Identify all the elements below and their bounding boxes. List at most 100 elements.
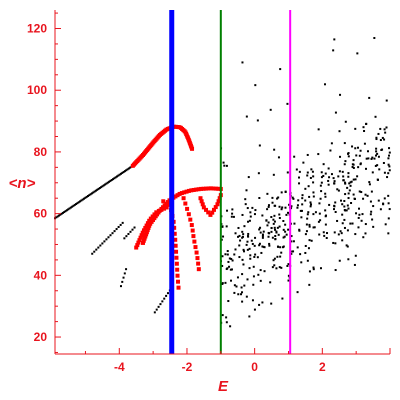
data-point — [256, 119, 259, 122]
data-point — [119, 285, 122, 288]
data-point — [362, 197, 365, 200]
data-point — [366, 150, 369, 153]
data-point — [184, 189, 189, 194]
data-point — [358, 154, 361, 157]
data-point — [121, 221, 124, 224]
data-point — [332, 177, 335, 180]
data-point — [157, 305, 160, 308]
data-point — [287, 211, 290, 214]
data-point — [387, 217, 390, 220]
data-point — [241, 258, 244, 261]
data-point — [109, 179, 112, 182]
data-point — [342, 179, 345, 182]
data-point — [354, 178, 357, 181]
data-point — [320, 181, 323, 184]
data-point — [318, 202, 321, 205]
data-point — [382, 202, 385, 205]
data-point — [306, 213, 309, 216]
data-point — [280, 208, 283, 211]
data-point — [317, 153, 320, 156]
data-point — [211, 207, 216, 212]
data-point — [308, 223, 311, 226]
data-point — [356, 175, 359, 178]
data-point — [110, 179, 113, 182]
data-point — [186, 188, 191, 193]
data-point — [246, 248, 249, 251]
data-point — [363, 130, 366, 133]
data-point — [154, 210, 159, 215]
data-point — [301, 203, 304, 206]
data-point — [161, 199, 166, 204]
data-point — [355, 212, 358, 215]
data-point — [343, 226, 346, 229]
data-point — [308, 270, 311, 273]
y-axis-label: <n> — [9, 175, 36, 192]
data-point — [230, 257, 233, 260]
data-point — [272, 218, 275, 221]
data-point — [224, 253, 227, 256]
data-point — [273, 264, 276, 267]
data-point — [221, 282, 224, 285]
data-point — [252, 275, 255, 278]
data-point — [377, 155, 380, 158]
data-point — [92, 191, 95, 194]
data-point — [349, 184, 352, 187]
data-point — [94, 189, 97, 192]
data-point — [308, 239, 311, 242]
data-point — [310, 203, 313, 206]
data-point — [131, 228, 134, 231]
data-point — [253, 213, 256, 216]
data-point — [85, 195, 88, 198]
data-point — [86, 195, 89, 198]
data-point — [337, 175, 340, 178]
data-point — [384, 223, 387, 226]
data-point — [312, 191, 315, 194]
data-point — [301, 194, 304, 197]
data-point — [304, 187, 307, 190]
data-point — [261, 301, 264, 304]
data-point — [341, 213, 344, 216]
data-point — [383, 138, 386, 141]
data-point — [300, 209, 303, 212]
data-point — [221, 225, 224, 228]
data-point — [263, 246, 266, 249]
data-point — [177, 191, 182, 196]
data-point — [231, 208, 234, 211]
data-point — [278, 205, 281, 208]
data-point — [349, 181, 352, 184]
data-point — [93, 190, 96, 193]
data-point — [252, 283, 255, 286]
data-point — [265, 219, 268, 222]
data-point — [338, 130, 341, 133]
data-point — [261, 236, 264, 239]
data-point — [276, 245, 279, 248]
data-point — [298, 182, 301, 185]
data-point — [176, 285, 181, 290]
data-point — [150, 214, 155, 219]
data-point — [228, 257, 231, 260]
data-point — [238, 234, 241, 237]
data-point — [271, 236, 274, 239]
data-point — [295, 168, 298, 171]
data-point — [291, 196, 294, 199]
data-point — [79, 200, 82, 203]
data-point — [231, 212, 234, 215]
data-point — [376, 164, 379, 167]
data-point — [341, 203, 344, 206]
data-point — [312, 226, 315, 229]
data-point — [383, 171, 386, 174]
data-point — [270, 216, 273, 219]
data-point — [292, 197, 295, 200]
data-point — [280, 266, 283, 269]
data-point — [379, 139, 382, 142]
data-point — [324, 195, 327, 198]
data-point — [328, 203, 331, 206]
data-point — [259, 279, 262, 282]
data-point — [351, 222, 354, 225]
data-point — [346, 186, 349, 189]
data-point — [114, 176, 117, 179]
data-point — [383, 128, 386, 131]
data-point — [358, 207, 361, 210]
data-point — [337, 233, 340, 236]
